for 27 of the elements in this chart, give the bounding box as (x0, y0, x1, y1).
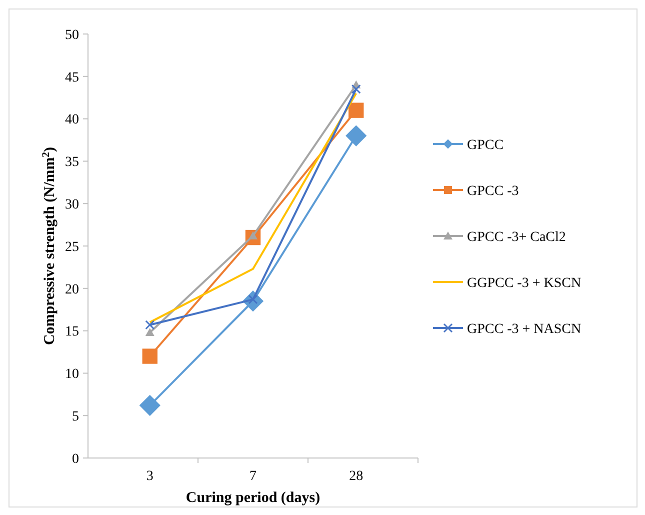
y-tick-label: 50 (65, 28, 79, 43)
y-tick-label: 20 (65, 282, 79, 298)
x-tick-label: 7 (250, 469, 256, 484)
y-tick-label: 15 (65, 324, 79, 340)
point (348, 102, 364, 118)
point (139, 394, 160, 416)
point (142, 348, 158, 364)
point (346, 125, 367, 146)
y-tick-label: 5 (72, 410, 79, 424)
x-tick-label: 3 (146, 469, 154, 484)
point (145, 320, 155, 330)
y-tick-label: 45 (65, 70, 79, 86)
y-tick-label: 0 (72, 452, 79, 467)
legend-label: GPCC -3 + NASCN (467, 322, 582, 337)
point (351, 84, 361, 94)
point (145, 328, 154, 336)
legend-label: GPCC (467, 138, 504, 153)
legend-label: GPCC -3 (467, 184, 519, 199)
x-axis-title: Curing period (days) (186, 490, 320, 506)
legend-label: GPCC -3+ CaCl2 (467, 230, 566, 245)
y-tick-label: 40 (65, 112, 79, 128)
y-tick-label: 25 (65, 240, 79, 255)
y-tick-label: 30 (65, 198, 79, 212)
x-tick-label: 28 (349, 469, 364, 484)
y-tick-label: 10 (65, 367, 79, 382)
y-tick-label: 35 (65, 155, 79, 170)
legend-label: GGPCC -3 + KSCN (467, 276, 582, 291)
